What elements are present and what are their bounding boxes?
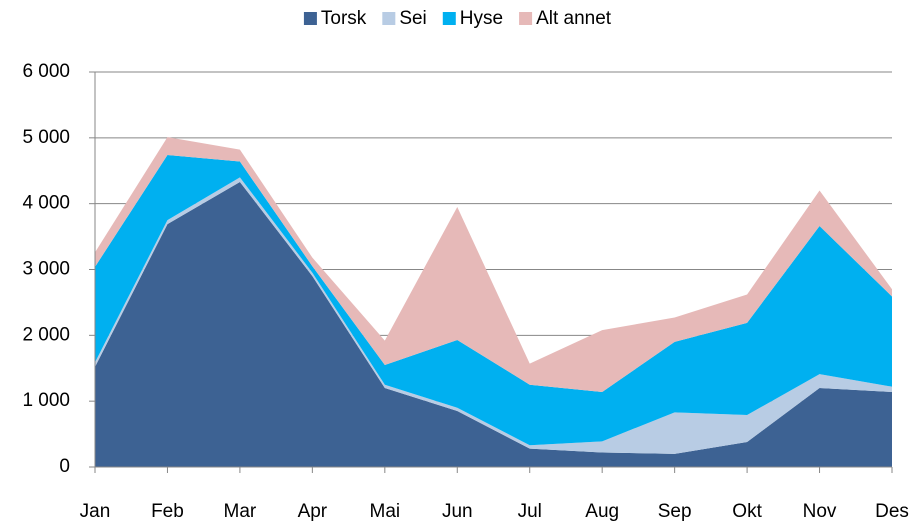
area <box>95 181 892 468</box>
x-tick-label: Sep <box>658 501 692 522</box>
legend-label: Hyse <box>460 8 503 29</box>
y-tick-label: 5 000 <box>22 127 70 148</box>
x-tick-label: Nov <box>803 501 837 522</box>
legend-swatch <box>303 12 317 25</box>
x-tick-label: Des <box>875 501 909 522</box>
y-tick-label: 0 <box>59 456 70 477</box>
x-tick-label: Jun <box>442 501 473 522</box>
x-tick-label: Jan <box>80 501 111 522</box>
x-tick-label: Mar <box>224 501 257 522</box>
x-tick-label: Apr <box>298 501 328 522</box>
y-tick-label: 3 000 <box>22 259 70 280</box>
x-tick-label: Aug <box>585 501 619 522</box>
legend-label: Alt annet <box>536 8 612 29</box>
area <box>95 137 892 392</box>
legend-swatch <box>442 12 456 25</box>
y-tick-label: 4 000 <box>22 193 70 214</box>
area <box>95 154 892 446</box>
y-tick-label: 2 000 <box>22 324 70 345</box>
x-tick-label: Okt <box>732 501 762 522</box>
y-tick-label: 1 000 <box>22 390 70 411</box>
legend-label: Torsk <box>321 8 367 29</box>
legend-label: Sei <box>399 8 426 29</box>
y-tick-label: 6 000 <box>22 61 70 82</box>
x-tick-label: Feb <box>151 501 184 522</box>
legend-swatch <box>519 12 533 25</box>
legend-swatch <box>382 12 396 25</box>
x-tick-label: Jul <box>518 501 542 522</box>
x-tick-label: Mai <box>370 501 401 522</box>
